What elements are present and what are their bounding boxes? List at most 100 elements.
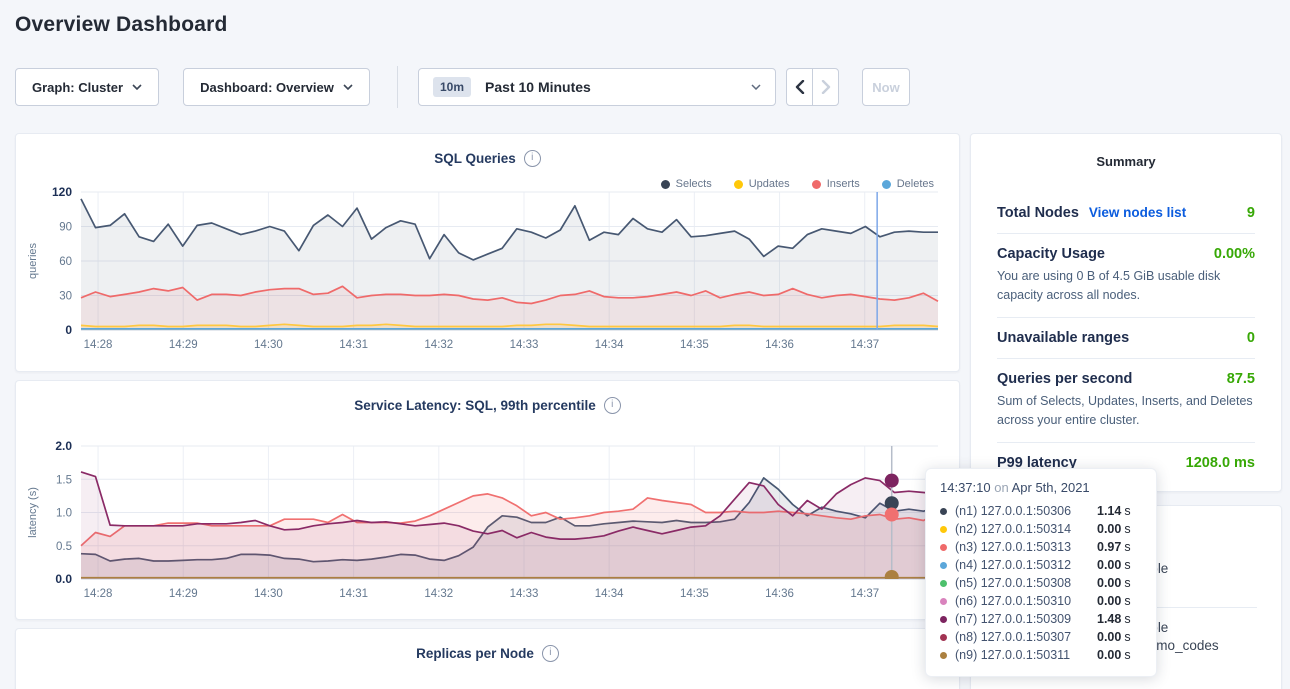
hover-dot bbox=[884, 496, 899, 511]
x-tick-label: 14:32 bbox=[424, 588, 453, 600]
x-tick-label: 14:29 bbox=[169, 588, 198, 600]
time-prev-button[interactable] bbox=[786, 68, 813, 106]
x-tick-label: 14:29 bbox=[169, 339, 198, 351]
hover-dot bbox=[884, 507, 899, 522]
chevron-left-icon bbox=[795, 80, 804, 94]
x-tick-label: 14:37 bbox=[850, 588, 879, 600]
time-range-dropdown[interactable]: 10m Past 10 Minutes bbox=[418, 68, 776, 106]
dashboard-dropdown[interactable]: Dashboard: Overview bbox=[183, 68, 370, 106]
tooltip-node-row: (n1) 127.0.0.1:50306 1.14 s bbox=[940, 502, 1142, 520]
view-nodes-list-link[interactable]: View nodes list bbox=[1088, 205, 1187, 220]
series-line-(n1) 127.0.0.1:50306 bbox=[80, 477, 939, 563]
total-nodes-value: 9 bbox=[1246, 205, 1255, 221]
time-range-badge: 10m bbox=[433, 77, 472, 97]
legend-label: Deletes bbox=[896, 178, 934, 190]
info-icon[interactable] bbox=[541, 645, 559, 662]
graph-dropdown[interactable]: Graph: Cluster bbox=[15, 68, 159, 106]
legend-label: Selects bbox=[675, 178, 712, 190]
node-latency-value: 0.00 bbox=[1097, 576, 1122, 590]
latency-unit: s bbox=[1124, 648, 1131, 662]
chevron-down-icon bbox=[343, 84, 353, 90]
latency-unit: s bbox=[1124, 540, 1131, 554]
controls-divider bbox=[397, 66, 398, 108]
tooltip-time: 14:37:10 bbox=[940, 480, 991, 495]
node-address: (n7) 127.0.0.1:50309 bbox=[955, 612, 1072, 626]
x-tick-label: 14:28 bbox=[84, 339, 113, 351]
latency-unit: s bbox=[1124, 558, 1131, 572]
node-latency-value: 0.00 bbox=[1097, 648, 1122, 662]
node-address: (n8) 127.0.0.1:50307 bbox=[955, 630, 1072, 644]
sql-queries-chart-card: SQL Queries Selects Updates Inserts Deletes… bbox=[15, 133, 960, 372]
y-tick-label: 0.5 bbox=[56, 541, 72, 553]
series-area-(n3) 127.0.0.1:50313 bbox=[81, 493, 938, 579]
chart-title-replicas-per-node: Replicas per Node bbox=[416, 646, 534, 661]
p99-latency-value: 1208.0 ms bbox=[1185, 455, 1255, 471]
chart-title-sql-queries: SQL Queries bbox=[434, 151, 516, 166]
x-tick-label: 14:36 bbox=[765, 588, 794, 600]
x-tick-label: 14:31 bbox=[339, 339, 368, 351]
series-line-(n7) 127.0.0.1:50309 bbox=[80, 471, 939, 540]
capacity-usage-value: 0.00% bbox=[1213, 246, 1255, 262]
tooltip-timestamp: 14:37:10 on Apr 5th, 2021 bbox=[940, 480, 1142, 495]
capacity-usage-label: Capacity Usage bbox=[997, 246, 1105, 262]
x-tick-label: 14:36 bbox=[765, 339, 794, 351]
y-tick-label: 90 bbox=[59, 222, 72, 234]
x-tick-label: 14:32 bbox=[424, 339, 453, 351]
x-tick-label: 14:30 bbox=[254, 339, 283, 351]
node-color-dot bbox=[940, 525, 947, 533]
now-button[interactable]: Now bbox=[862, 68, 910, 106]
info-icon[interactable] bbox=[603, 397, 621, 414]
capacity-usage-description: You are using 0 B of 4.5 GiB usable disk… bbox=[997, 269, 1221, 302]
info-icon[interactable] bbox=[523, 150, 541, 167]
node-latency-value: 0.00 bbox=[1097, 558, 1122, 572]
hover-dot bbox=[884, 570, 899, 579]
series-line-Selects bbox=[80, 198, 938, 261]
chevron-down-icon bbox=[751, 84, 761, 90]
y-tick-label: 2.0 bbox=[55, 439, 72, 453]
latency-unit: s bbox=[1124, 522, 1131, 536]
graph-dropdown-label: Graph: Cluster bbox=[31, 79, 123, 95]
summary-queries-per-second: Queries per second 87.5 Sum of Selects, … bbox=[997, 359, 1255, 443]
summary-total-nodes: Total Nodes View nodes list 9 bbox=[997, 193, 1255, 234]
y-tick-label: 0.0 bbox=[55, 572, 72, 586]
hover-dots bbox=[884, 473, 899, 579]
chart-title-service-latency: Service Latency: SQL, 99th percentile bbox=[354, 398, 596, 413]
legend-item-inserts[interactable]: Inserts bbox=[811, 178, 860, 190]
summary-title: Summary bbox=[1096, 154, 1156, 169]
series-area-(n1) 127.0.0.1:50306 bbox=[81, 477, 938, 579]
time-next-button[interactable] bbox=[812, 68, 839, 106]
unavailable-ranges-value: 0 bbox=[1246, 330, 1255, 346]
node-latency-value: 0.00 bbox=[1097, 594, 1122, 608]
tooltip-node-row: (n9) 127.0.0.1:50311 0.00 s bbox=[940, 646, 1142, 664]
sql-queries-chart[interactable]: 14:28 14:29 14:30 14:31 14:32 14:33 14:34 14:35… bbox=[16, 184, 961, 373]
legend-dot bbox=[811, 179, 821, 189]
service-latency-chart[interactable]: 14:28 14:29 14:30 14:31 14:32 14:33 14:34 14:35… bbox=[16, 431, 961, 619]
legend-item-deletes[interactable]: Deletes bbox=[881, 178, 934, 190]
legend-dot bbox=[881, 179, 891, 189]
y-tick-label: 0 bbox=[65, 323, 72, 337]
tooltip-node-row: (n3) 127.0.0.1:50313 0.97 s bbox=[940, 538, 1142, 556]
latency-unit: s bbox=[1124, 612, 1131, 626]
y-tick-label: 1.5 bbox=[56, 474, 72, 486]
node-address: (n6) 127.0.0.1:50310 bbox=[955, 594, 1072, 608]
page-title: Overview Dashboard bbox=[15, 13, 228, 36]
latency-unit: s bbox=[1124, 576, 1131, 590]
legend-dot bbox=[733, 179, 743, 189]
chevron-down-icon bbox=[132, 84, 142, 90]
node-latency-value: 1.48 bbox=[1097, 612, 1122, 626]
legend-item-updates[interactable]: Updates bbox=[733, 178, 790, 190]
qps-label: Queries per second bbox=[997, 371, 1133, 387]
x-tick-label: 14:34 bbox=[595, 339, 624, 351]
hover-dot bbox=[884, 473, 899, 488]
tooltip-node-row: (n5) 127.0.0.1:50308 0.00 s bbox=[940, 574, 1142, 592]
tooltip-node-row: (n2) 127.0.0.1:50314 0.00 s bbox=[940, 520, 1142, 538]
y-tick-label: 60 bbox=[59, 256, 72, 268]
y-axis-label: latency (s) bbox=[27, 487, 39, 538]
chart-hover-tooltip: 14:37:10 on Apr 5th, 2021 (n1) 127.0.0.1… bbox=[925, 468, 1157, 677]
summary-p99-latency: P99 latency 1208.0 ms bbox=[997, 443, 1255, 483]
series-line-Updates bbox=[80, 323, 939, 328]
node-latency-value: 1.14 bbox=[1097, 504, 1122, 518]
legend-item-selects[interactable]: Selects bbox=[660, 178, 712, 190]
node-color-dot bbox=[940, 561, 947, 569]
